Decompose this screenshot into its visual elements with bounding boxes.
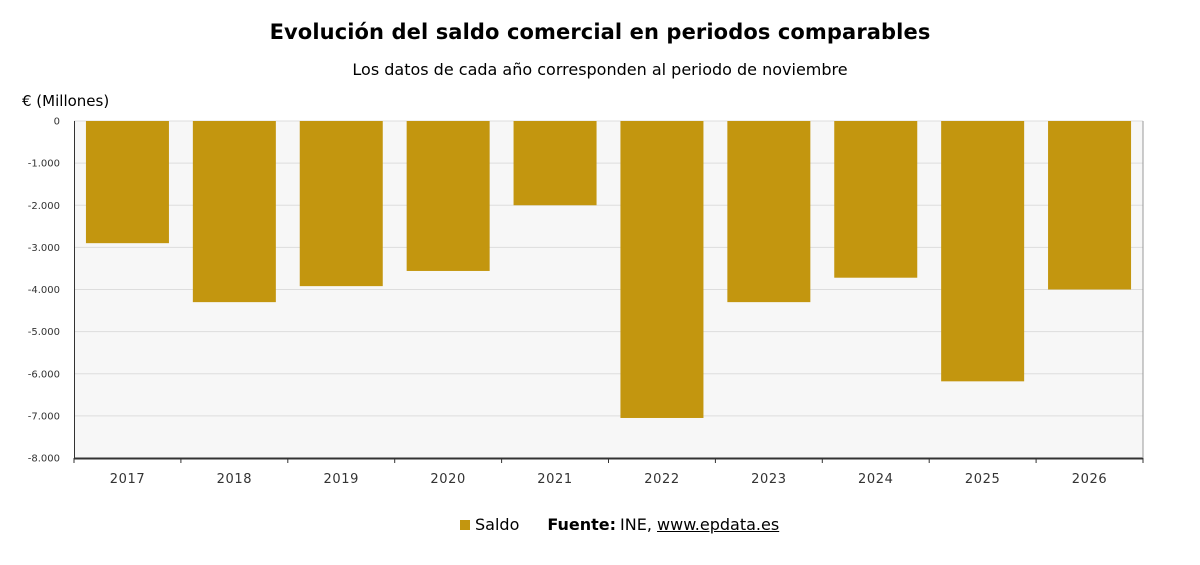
x-tick-label: 2024 (858, 472, 893, 487)
bar-2020[interactable] (406, 121, 490, 271)
x-tick-label: 2026 (1072, 472, 1107, 487)
legend-label-saldo[interactable]: Saldo (475, 515, 520, 534)
x-tick-label: 2019 (324, 472, 359, 487)
bar-2026[interactable] (1048, 121, 1132, 290)
x-tick-label: 2018 (217, 472, 252, 487)
bar-2024[interactable] (834, 121, 918, 278)
bar-2019[interactable] (299, 121, 383, 287)
y-tick-label: -3.000 (28, 243, 60, 254)
bar-2017[interactable] (85, 121, 169, 244)
source-link[interactable]: www.epdata.es (657, 515, 780, 534)
y-tick-label: -6.000 (28, 369, 60, 380)
x-tick-label: 2025 (965, 472, 1000, 487)
y-tick-label: -7.000 (28, 411, 60, 422)
legend: Saldo Fuente: INE, www.epdata.es (460, 515, 779, 534)
bar-2023[interactable] (727, 121, 811, 303)
x-tick-label: 2020 (430, 472, 465, 487)
bar-2025[interactable] (941, 121, 1025, 382)
y-tick-label: -8.000 (28, 454, 60, 465)
legend-swatch (460, 519, 470, 530)
x-tick-label: 2017 (110, 472, 145, 487)
source-text: INE, (620, 515, 652, 534)
x-tick-label: 2023 (751, 472, 786, 487)
y-tick-label: -2.000 (28, 201, 60, 212)
bar-2021[interactable] (513, 121, 597, 206)
chart-title: Evolución del saldo comercial en periodo… (269, 20, 931, 44)
axes (73, 121, 1144, 463)
y-tick-label: -5.000 (28, 327, 60, 338)
y-tick-labels: 0 -1.000 -2.000 -3.000 -4.000 -5.000 -6.000 -7.… (28, 117, 60, 465)
y-tick-label: -1.000 (28, 159, 60, 170)
bars (85, 121, 1132, 418)
bar-2022[interactable] (620, 121, 704, 418)
y-tick-label: -4.000 (28, 285, 60, 296)
bar-2018[interactable] (192, 121, 276, 303)
x-tick-label: 2022 (644, 472, 679, 487)
y-axis-label: € (Millones) (22, 92, 110, 110)
y-tick-label: 0 (54, 117, 60, 128)
source-prefix: Fuente: (547, 515, 617, 534)
x-tick-label: 2021 (537, 472, 572, 487)
chart-subtitle: Los datos de cada año corresponden al pe… (352, 60, 848, 79)
x-tick-labels: 2017 2018 2019 2020 2021 2022 2023 2024 2025 2026 (110, 472, 1107, 487)
